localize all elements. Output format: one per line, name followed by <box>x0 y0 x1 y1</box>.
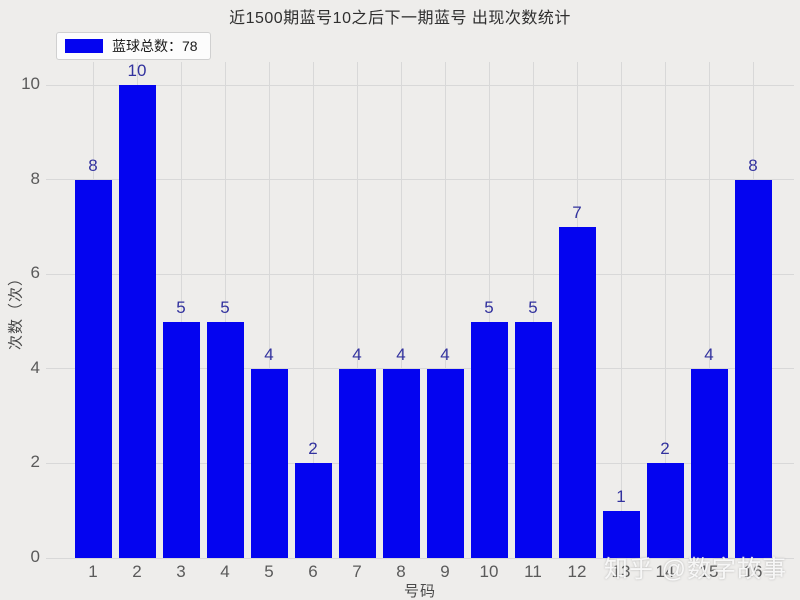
gridline-horizontal <box>46 179 794 181</box>
bar <box>734 179 772 558</box>
legend-swatch <box>65 39 103 53</box>
x-tick-label: 6 <box>308 562 318 581</box>
bar-value-label: 2 <box>660 439 670 459</box>
gridline-vertical <box>444 62 446 558</box>
bar-value-label: 4 <box>352 344 362 364</box>
x-tick-label: 12 <box>567 562 587 581</box>
x-tick-label: 5 <box>264 562 274 581</box>
bar-value-label: 8 <box>748 155 758 175</box>
legend: 蓝球总数：78 <box>56 32 211 60</box>
bar-value-label: 4 <box>264 344 274 364</box>
bar-value-label: 1 <box>616 486 626 506</box>
x-tick-label: 3 <box>176 562 186 581</box>
bar <box>294 463 332 558</box>
bar-value-label: 5 <box>528 297 538 317</box>
x-tick-label: 8 <box>396 562 406 581</box>
plot-area: 8 10 5 5 4 2 4 4 4 5 5 7 1 2 4 8 <box>46 61 794 559</box>
gridline-vertical <box>708 62 710 558</box>
bar <box>470 321 508 558</box>
bar <box>206 321 244 558</box>
bar <box>690 368 728 558</box>
bar <box>558 226 596 558</box>
x-axis-label: 号码 <box>403 583 436 600</box>
bar-value-label: 2 <box>308 439 318 459</box>
gridline-horizontal <box>46 557 794 559</box>
x-tick-label: 7 <box>352 562 362 581</box>
gridline-vertical <box>664 62 666 558</box>
gridline-vertical <box>488 62 490 558</box>
bar <box>602 510 640 558</box>
y-tick-label: 8 <box>30 168 40 188</box>
y-tick-label: 6 <box>30 263 40 283</box>
gridline-vertical <box>224 62 226 558</box>
x-tick-label: 10 <box>479 562 499 581</box>
bar-value-label: 10 <box>127 61 147 80</box>
x-tick-label: 1 <box>88 562 98 581</box>
bar-value-label: 4 <box>704 344 714 364</box>
bar-value-label: 7 <box>572 202 582 222</box>
gridline-vertical <box>620 62 622 558</box>
bar <box>74 179 112 558</box>
gridline-vertical <box>356 62 358 558</box>
watermark: 知乎 @数字故事 <box>604 556 788 583</box>
bar-value-label: 5 <box>176 297 186 317</box>
gridline-vertical <box>532 62 534 558</box>
gridline-horizontal <box>46 462 794 464</box>
y-tick-label: 10 <box>21 74 40 93</box>
gridline-horizontal <box>46 368 794 370</box>
gridline-vertical <box>268 62 270 558</box>
x-tick-label: 14 <box>655 562 675 581</box>
gridline-vertical <box>312 62 314 558</box>
bar <box>646 463 684 558</box>
bar-value-label: 5 <box>484 297 494 317</box>
bar <box>250 368 288 558</box>
x-tick-label: 15 <box>699 562 719 581</box>
bar-value-label: 4 <box>440 344 450 364</box>
x-tick-label: 2 <box>132 562 142 581</box>
y-tick-label: 2 <box>30 452 40 472</box>
chart-title: 近1500期蓝号10之后下一期蓝号 出现次数统计 <box>229 10 571 27</box>
x-tick-label: 13 <box>611 562 631 581</box>
x-tick-label: 16 <box>743 562 763 581</box>
bar <box>118 85 156 558</box>
gridline-vertical <box>400 62 402 558</box>
x-tick-label: 4 <box>220 562 230 581</box>
bar <box>338 368 376 558</box>
bar-value-label: 8 <box>88 155 98 175</box>
bar <box>514 321 552 558</box>
gridline-horizontal <box>46 84 794 86</box>
bar-value-label: 5 <box>220 297 230 317</box>
bar <box>426 368 464 558</box>
bar <box>382 368 420 558</box>
x-tick-label: 11 <box>524 562 542 581</box>
legend-label: 蓝球总数：78 <box>112 38 198 54</box>
gridline-vertical <box>180 62 182 558</box>
bar <box>162 321 200 558</box>
bar-value-label: 4 <box>396 344 406 364</box>
y-tick-label: 4 <box>30 357 40 377</box>
gridline-horizontal <box>46 273 794 275</box>
x-tick-label: 9 <box>440 562 450 581</box>
y-tick-label: 0 <box>30 547 40 566</box>
